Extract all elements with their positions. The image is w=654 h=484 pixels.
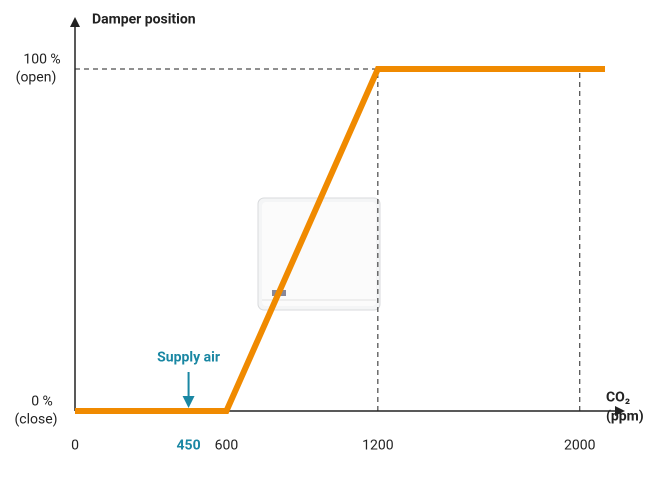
y-tick-label: 0 % [31, 394, 53, 410]
y-tick-label: 100 % [23, 52, 60, 68]
x-tick-label: 450 [177, 438, 201, 454]
annotation-arrowhead [183, 396, 195, 408]
y-tick-note: (open) [16, 70, 57, 86]
x-tick-label: 2000 [564, 438, 596, 454]
x-axis-unit: (ppm) [606, 409, 644, 425]
x-axis-title: CO₂ [606, 390, 630, 406]
y-tick-note: (close) [14, 412, 57, 428]
x-tick-label: 600 [215, 438, 239, 454]
chart: Damper position CO₂ (ppm) 0 % (close) 100 … [0, 0, 654, 484]
y-axis-title: Damper position [92, 12, 196, 28]
annotation-label: Supply air [157, 350, 220, 366]
x-tick-label: 1200 [362, 438, 394, 454]
x-tick-label: 0 [71, 438, 79, 454]
